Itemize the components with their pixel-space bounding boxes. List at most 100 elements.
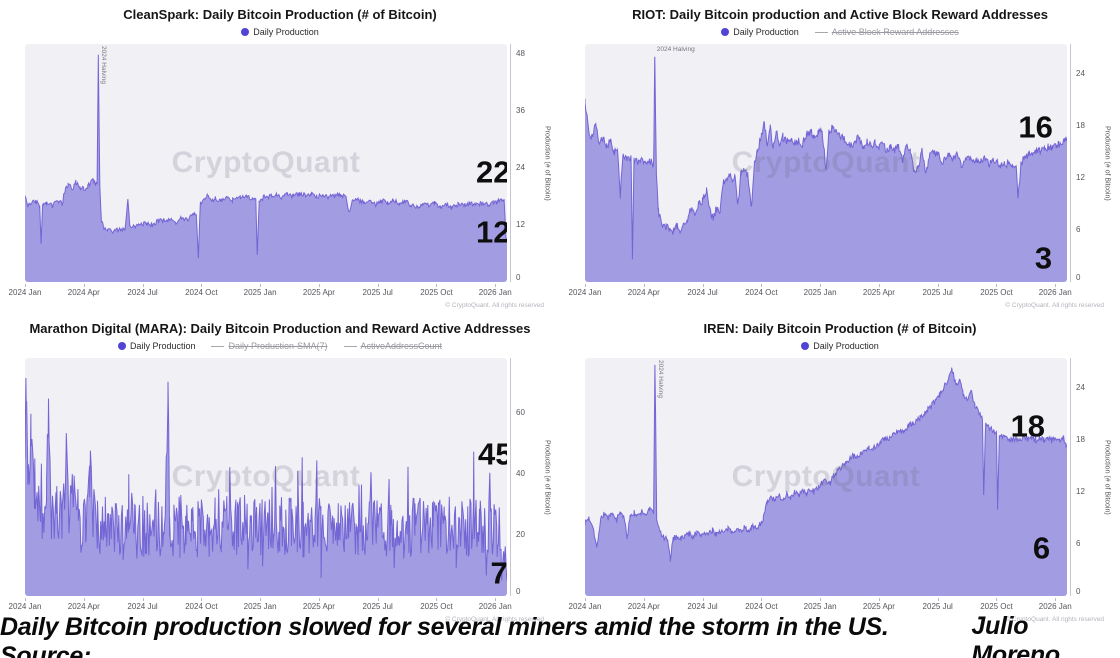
x-tick-mark [495, 284, 497, 287]
x-tick-label: 2025 Jul [922, 602, 953, 611]
y-tick-label: 0 [1076, 273, 1081, 282]
x-tick-label: 2025 Oct [980, 288, 1013, 297]
area-series [585, 56, 1067, 282]
legend-dot-icon [721, 28, 730, 36]
legend-dot-icon [241, 28, 250, 36]
chart-panel-cleanspark: CleanSpark: Daily Bitcoin Production (# … [0, 0, 560, 314]
x-tick-label: 2025 Apr [302, 602, 335, 611]
x-tick-mark [643, 598, 645, 601]
legend-item-daily-production[interactable]: Daily Production [241, 27, 319, 37]
y-tick-label: 24 [1076, 383, 1085, 393]
x-tick-mark [937, 284, 939, 287]
x-axis: 2024 Jan 2024 Apr 2024 Jul 2024 Oct 2025 Jan… [569, 284, 1072, 300]
y-axis: 0 12 24 36 48 [510, 44, 537, 282]
x-tick-label: 2025 Jan [243, 602, 277, 611]
plot-area[interactable]: CryptoQuant 16 3 2024 Halving [585, 44, 1067, 282]
copyright-note: © CryptoQuant. All rights reserved [445, 616, 544, 623]
x-tick-mark [761, 284, 763, 287]
x-tick-mark [318, 598, 320, 601]
plot-area[interactable]: CryptoQuant 22 12 2024 Halving [25, 44, 507, 282]
x-tick-mark [201, 598, 203, 601]
x-tick-label: 2024 Jul [127, 602, 158, 611]
x-tick-label: 2026 Jan [478, 602, 512, 611]
legend-label: Daily Production [129, 341, 196, 351]
legend-label: Active Block Reward Addresses [831, 27, 959, 37]
y-tick-label: 0 [516, 587, 521, 596]
y-tick-label: 6 [1076, 225, 1081, 235]
y-axis: 0 20 40 60 [510, 358, 537, 596]
legend: Daily Production [560, 341, 1120, 351]
x-tick-label: 2025 Oct [420, 602, 453, 611]
x-tick-mark [260, 598, 262, 601]
y-tick-label: 12 [1076, 173, 1085, 183]
x-tick-mark [585, 598, 586, 601]
x-tick-mark [25, 284, 26, 287]
chart-title: CleanSpark: Daily Bitcoin Production (# … [123, 7, 437, 22]
x-tick-mark [878, 598, 880, 601]
legend-label: Daily Production [733, 27, 799, 37]
chart-title: RIOT: Daily Bitcoin production and Activ… [632, 7, 1048, 22]
x-tick-label: 2026 Jan [1038, 288, 1072, 297]
x-tick-label: 2024 Jan [8, 602, 42, 611]
plot-area[interactable]: CryptoQuant 18 6 2024 Halving [585, 358, 1067, 596]
chart-panel-riot: RIOT: Daily Bitcoin production and Activ… [560, 0, 1120, 314]
x-tick-mark [142, 598, 144, 601]
caption: Daily Bitcoin production slowed for seve… [0, 612, 1120, 658]
y-tick-label: 12 [1076, 487, 1085, 497]
legend-line-icon [343, 345, 357, 347]
legend: Daily Production Daily Production-SMA(7) A… [0, 341, 560, 351]
copyright-note: © CryptoQuant. All rights reserved [1005, 302, 1104, 309]
x-tick-label: 2024 Jan [568, 602, 602, 611]
x-tick-label: 2024 Oct [745, 288, 778, 297]
legend-label: Daily Production [813, 341, 879, 351]
x-tick-mark [436, 284, 438, 287]
area-series [585, 364, 1067, 596]
legend: Daily Production Active Block Reward Addr… [560, 27, 1120, 37]
legend-label: Daily Production-SMA(7) [228, 341, 328, 351]
y-axis: 0 6 12 18 24 [1070, 358, 1097, 596]
x-tick-label: 2024 Oct [185, 602, 218, 611]
x-tick-label: 2025 Apr [302, 288, 335, 297]
legend-item-activeaddresscount[interactable]: ActiveAddressCount [343, 341, 442, 351]
x-tick-label: 2024 Jan [568, 288, 602, 297]
x-tick-label: 2025 Oct [980, 602, 1013, 611]
x-tick-mark [996, 284, 998, 287]
x-tick-mark [585, 284, 586, 287]
x-tick-mark [1055, 598, 1057, 601]
y-tick-label: 18 [1076, 435, 1085, 445]
y-tick-label: 60 [516, 407, 525, 417]
chart-grid: CleanSpark: Daily Bitcoin Production (# … [0, 0, 1120, 628]
plot-area[interactable]: CryptoQuant 45 7 [25, 358, 507, 596]
y-tick-label: 0 [1076, 587, 1081, 596]
x-axis: 2024 Jan 2024 Apr 2024 Jul 2024 Oct 2025 Jan… [9, 284, 512, 300]
legend-item-daily-production[interactable]: Daily Production [117, 341, 196, 351]
x-tick-mark [1055, 284, 1057, 287]
legend-item-daily-production-sma-7[interactable]: Daily Production-SMA(7) [211, 341, 328, 351]
x-tick-mark [820, 284, 822, 287]
x-tick-mark [495, 598, 497, 601]
legend-item-daily-production[interactable]: Daily Production [801, 341, 879, 351]
y-tick-label: 6 [1076, 539, 1081, 549]
legend-item-daily-production[interactable]: Daily Production [721, 27, 799, 37]
legend-item-active-block-reward-addresses[interactable]: Active Block Reward Addresses [814, 27, 959, 37]
x-tick-label: 2024 Jul [127, 288, 158, 297]
chart-panel-iren: IREN: Daily Bitcoin Production (# of Bit… [560, 314, 1120, 628]
x-tick-label: 2024 Oct [185, 288, 218, 297]
x-tick-mark [377, 284, 379, 287]
y-axis-title: Production (# of Bitcoin) [1103, 125, 1111, 201]
x-tick-label: 2025 Jul [362, 288, 393, 297]
area-series [25, 54, 507, 282]
y-tick-label: 40 [516, 468, 525, 478]
source-link[interactable]: Julio Moreno [971, 612, 1120, 658]
x-tick-label: 2024 Apr [627, 602, 660, 611]
x-axis: 2024 Jan 2024 Apr 2024 Jul 2024 Oct 2025 Jan… [9, 598, 512, 614]
chart-title: IREN: Daily Bitcoin Production (# of Bit… [703, 321, 977, 336]
x-tick-label: 2025 Jul [922, 288, 953, 297]
x-axis: 2024 Jan 2024 Apr 2024 Jul 2024 Oct 2025 Jan… [569, 598, 1072, 614]
area-series [25, 377, 507, 596]
x-tick-mark [83, 284, 85, 287]
x-tick-label: 2024 Apr [67, 288, 100, 297]
x-tick-mark [201, 284, 203, 287]
x-tick-label: 2025 Apr [862, 602, 895, 611]
